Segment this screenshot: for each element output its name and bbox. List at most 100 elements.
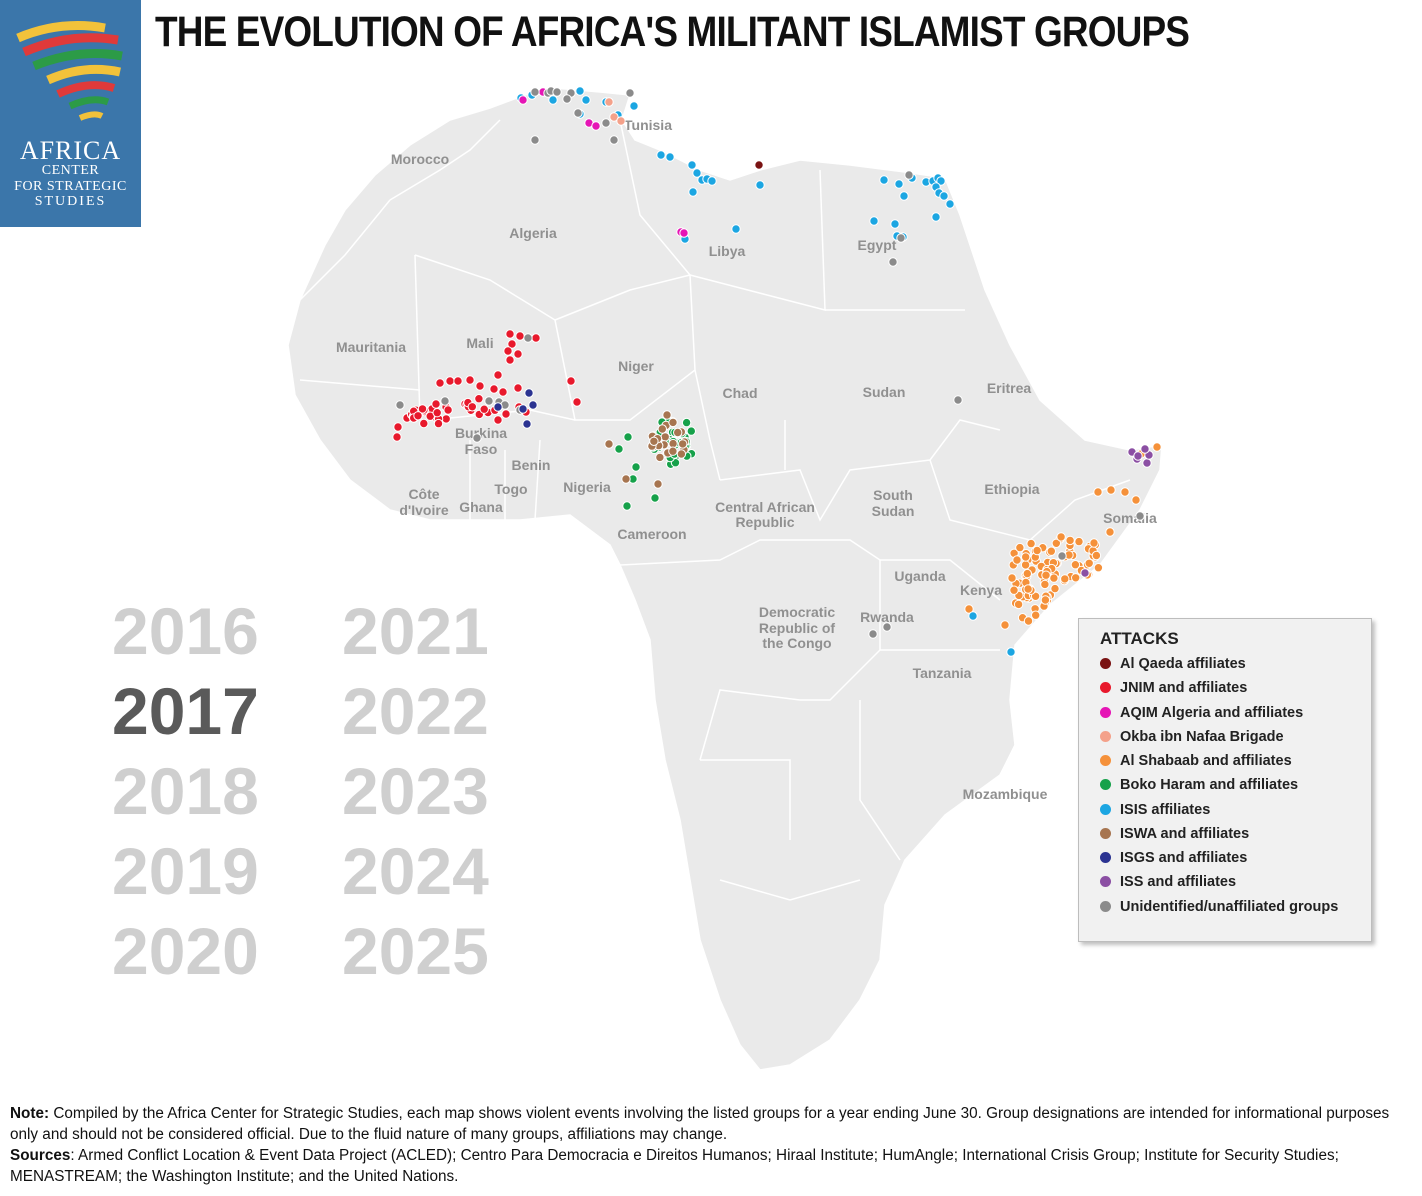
note-text: Compiled by the Africa Center for Strate… (10, 1105, 1390, 1143)
attack-dot (433, 418, 444, 429)
attack-dot (1152, 442, 1162, 452)
legend-swatch (1100, 804, 1111, 815)
legend-item-boko-haram: Boko Haram and affiliates (1100, 777, 1298, 797)
attack-dot (673, 427, 683, 438)
attack-dot (681, 417, 692, 428)
attack-dot (1009, 585, 1019, 595)
attacks-legend: ATTACKS Al Qaeda affiliates JNIM and aff… (1078, 618, 1372, 942)
attack-dot (668, 446, 678, 456)
attack-dot (621, 474, 631, 484)
attack-dot (616, 116, 626, 126)
attack-dot (443, 405, 453, 415)
attack-dot (650, 493, 660, 503)
attack-dot (692, 168, 702, 178)
year-2018[interactable]: 2018 (112, 754, 259, 828)
attack-dot (888, 257, 898, 267)
year-2023[interactable]: 2023 (342, 754, 489, 828)
logo-text-for-strategic: FOR STRATEGIC (14, 179, 127, 194)
attack-dot (687, 160, 697, 170)
attack-dot (1049, 573, 1059, 583)
attack-dot (530, 87, 540, 97)
attack-dot (518, 404, 528, 414)
attack-dot (631, 462, 641, 472)
country-labels: Morocco Tunisia Algeria Libya Egypt Maur… (336, 117, 1157, 802)
attack-dot (513, 349, 523, 359)
legend-label: Al Qaeda affiliates (1120, 656, 1246, 672)
sources-label: Sources (10, 1147, 71, 1164)
attack-dot (936, 176, 946, 186)
legend-item-iswa: ISWA and affiliates (1100, 826, 1249, 846)
legend-item-iss: ISS and affiliates (1100, 874, 1236, 894)
year-2021[interactable]: 2021 (342, 594, 489, 668)
page-title: THE EVOLUTION OF AFRICA'S MILITANT ISLAM… (155, 8, 1190, 56)
attack-dot (573, 108, 583, 118)
country-label-south-sudan-1: South (873, 487, 913, 503)
attack-dot (1050, 583, 1060, 594)
country-label-car-1: Central African (715, 499, 815, 515)
attack-dot (665, 152, 675, 162)
attack-dot (653, 479, 663, 489)
attack-dot (1040, 595, 1051, 605)
attack-dot (1065, 535, 1075, 546)
legend-item-al-shabaab: Al Shabaab and affiliates (1100, 753, 1292, 773)
country-label-divoire: d'Ivoire (399, 502, 448, 518)
country-label-mali: Mali (466, 335, 493, 351)
attack-dot (1106, 485, 1116, 495)
country-label-morocco: Morocco (391, 151, 449, 167)
year-2022[interactable]: 2022 (342, 674, 489, 748)
country-label-burkina: Burkina (455, 425, 507, 441)
attack-dot (484, 396, 494, 406)
attack-dot (572, 397, 582, 407)
attack-dot (1013, 599, 1024, 610)
attack-dot (1142, 458, 1152, 468)
year-2024[interactable]: 2024 (342, 834, 489, 908)
attack-dot (894, 179, 904, 189)
attack-dot (505, 329, 515, 339)
attack-dot (678, 439, 688, 449)
attack-dot (507, 339, 517, 349)
legend-swatch (1100, 901, 1111, 912)
country-label-uganda: Uganda (894, 568, 946, 584)
attack-dot (419, 418, 429, 429)
attack-dot (625, 88, 635, 98)
attack-dot (518, 95, 528, 105)
attack-dot (890, 219, 900, 229)
attack-dot (931, 212, 941, 222)
year-2017[interactable]: 2017 (112, 674, 259, 748)
attack-dot (513, 383, 523, 393)
attack-dot (899, 191, 909, 201)
attack-dot (1032, 545, 1042, 556)
legend-label: JNIM and affiliates (1120, 680, 1248, 696)
attack-dot (493, 415, 503, 425)
attack-dot (1140, 444, 1150, 454)
legend-item-al-qaeda: Al Qaeda affiliates (1100, 656, 1246, 676)
attack-dot (440, 396, 450, 406)
sources-text: : Armed Conflict Location & Event Data P… (10, 1147, 1339, 1185)
attack-dot (1031, 610, 1041, 620)
attack-dot (591, 121, 601, 131)
attack-dot (453, 376, 463, 386)
attack-dot (676, 449, 687, 459)
year-2016[interactable]: 2016 (112, 594, 259, 668)
attack-dot (601, 118, 611, 128)
attack-dot (1070, 560, 1081, 570)
year-2019[interactable]: 2019 (112, 834, 259, 908)
attack-dot (655, 452, 665, 463)
attack-dot (964, 604, 974, 614)
country-label-algeria: Algeria (509, 225, 557, 241)
country-label-chad: Chad (723, 385, 758, 401)
country-label-tunisia: Tunisia (624, 117, 672, 133)
country-label-mauritania: Mauritania (336, 339, 406, 355)
year-2020[interactable]: 2020 (112, 914, 259, 988)
legend-item-jnim: JNIM and affiliates (1100, 680, 1247, 700)
year-2025[interactable]: 2025 (342, 914, 489, 988)
country-label-nigeria: Nigeria (563, 479, 611, 495)
attack-dot (1093, 487, 1103, 497)
attack-dot (731, 224, 741, 234)
attack-dot (479, 404, 489, 414)
legend-item-unidentified: Unidentified/unaffiliated groups (1100, 899, 1338, 919)
country-label-drc-2: Republic of (759, 620, 836, 636)
attack-dot (1020, 560, 1031, 570)
attack-dot (754, 160, 764, 170)
